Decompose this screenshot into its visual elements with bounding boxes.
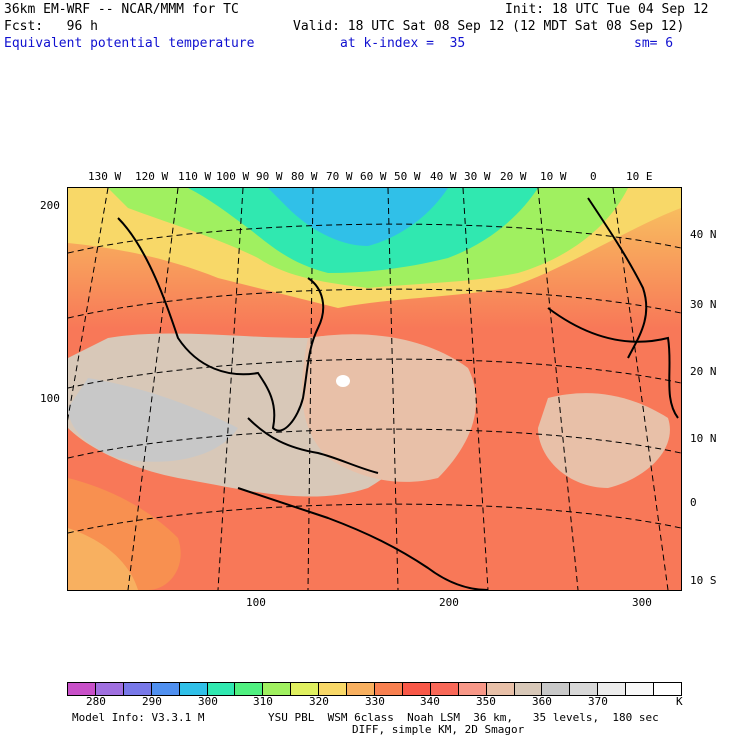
legend-swatch xyxy=(347,683,375,695)
field-name: Equivalent potential temperature xyxy=(4,36,255,51)
lat-label: 10 N xyxy=(690,432,717,445)
physics-info: YSU PBL WSM 6class Noah LSM 36 km, 35 le… xyxy=(268,711,659,724)
legend-label: 300 xyxy=(198,695,218,708)
legend-swatch xyxy=(151,683,180,695)
legend-swatch xyxy=(179,683,208,695)
y-grid-label: 200 xyxy=(40,199,60,212)
x-grid-label: 200 xyxy=(439,596,459,609)
salmon-region xyxy=(302,334,477,482)
legend-swatch xyxy=(95,683,124,695)
salmon-region-east xyxy=(538,393,670,488)
legend-label: 360 xyxy=(532,695,552,708)
legend-swatch xyxy=(123,683,152,695)
legend-swatch xyxy=(598,683,627,695)
diffusion-info: DIFF, simple KM, 2D Smagor xyxy=(352,723,525,736)
orange-sw-inner xyxy=(68,528,138,590)
legend-swatch xyxy=(458,683,487,695)
coastlines xyxy=(117,197,679,590)
map-graphic xyxy=(68,188,681,590)
lon-label: 120 W xyxy=(135,170,169,183)
legend-label: 350 xyxy=(476,695,496,708)
lon-label: 20 W xyxy=(500,170,527,183)
model-info: Model Info: V3.3.1 M xyxy=(72,711,205,724)
storm-center xyxy=(336,375,350,387)
lon-label: 100 W xyxy=(216,170,250,183)
legend-swatch xyxy=(626,683,655,695)
lon-label: 110 W xyxy=(178,170,212,183)
lon-label: 50 W xyxy=(394,170,421,183)
smoothing-info: sm= 6 xyxy=(634,36,674,51)
legend-swatch xyxy=(402,683,431,695)
legend-unit: K xyxy=(676,695,683,708)
lon-label: 10 W xyxy=(540,170,567,183)
legend-label: 280 xyxy=(86,695,106,708)
legend-swatch xyxy=(374,683,403,695)
lon-label: 90 W xyxy=(256,170,283,183)
model-title: 36km EM-WRF -- NCAR/MMM for TC xyxy=(4,2,239,17)
legend-label: 370 xyxy=(588,695,608,708)
legend-swatch xyxy=(207,683,236,695)
graticule xyxy=(68,188,681,590)
legend-swatch xyxy=(319,683,348,695)
lon-label: 40 W xyxy=(430,170,457,183)
theta-e-map xyxy=(67,187,682,591)
x-grid-label: 300 xyxy=(632,596,652,609)
lat-label: 40 N xyxy=(690,228,717,241)
gray-region-pacific xyxy=(68,378,238,462)
lon-label: 80 W xyxy=(291,170,318,183)
legend-swatch xyxy=(235,683,264,695)
legend-swatch xyxy=(430,683,459,695)
legend-label: 330 xyxy=(365,695,385,708)
lat-label: 10 S xyxy=(690,574,717,587)
legend-swatch xyxy=(68,683,96,695)
lon-label: 70 W xyxy=(326,170,353,183)
legend-swatch xyxy=(263,683,292,695)
legend-swatch xyxy=(570,683,599,695)
legend-label: 290 xyxy=(142,695,162,708)
legend-swatch xyxy=(486,683,515,695)
valid-time: Valid: 18 UTC Sat 08 Sep 12 (12 MDT Sat … xyxy=(293,19,685,34)
lon-label: 30 W xyxy=(464,170,491,183)
legend-swatch xyxy=(514,683,543,695)
legend-swatch xyxy=(291,683,320,695)
y-grid-label: 100 xyxy=(40,392,60,405)
forecast-hour: Fcst: 96 h xyxy=(4,19,98,34)
x-grid-label: 100 xyxy=(246,596,266,609)
legend-swatch xyxy=(542,683,571,695)
legend-label: 310 xyxy=(253,695,273,708)
lon-label: 60 W xyxy=(360,170,387,183)
color-legend xyxy=(67,682,682,696)
lat-label: 30 N xyxy=(690,298,717,311)
legend-label: 340 xyxy=(420,695,440,708)
legend-label: 320 xyxy=(309,695,329,708)
legend-swatch xyxy=(654,683,681,695)
lat-label: 0 xyxy=(690,496,697,509)
lat-label: 20 N xyxy=(690,365,717,378)
lon-label: 10 E xyxy=(626,170,653,183)
init-time: Init: 18 UTC Tue 04 Sep 12 xyxy=(505,2,709,17)
lon-label: 130 W xyxy=(88,170,122,183)
lon-label: 0 xyxy=(590,170,597,183)
level-info: at k-index = 35 xyxy=(340,36,466,51)
